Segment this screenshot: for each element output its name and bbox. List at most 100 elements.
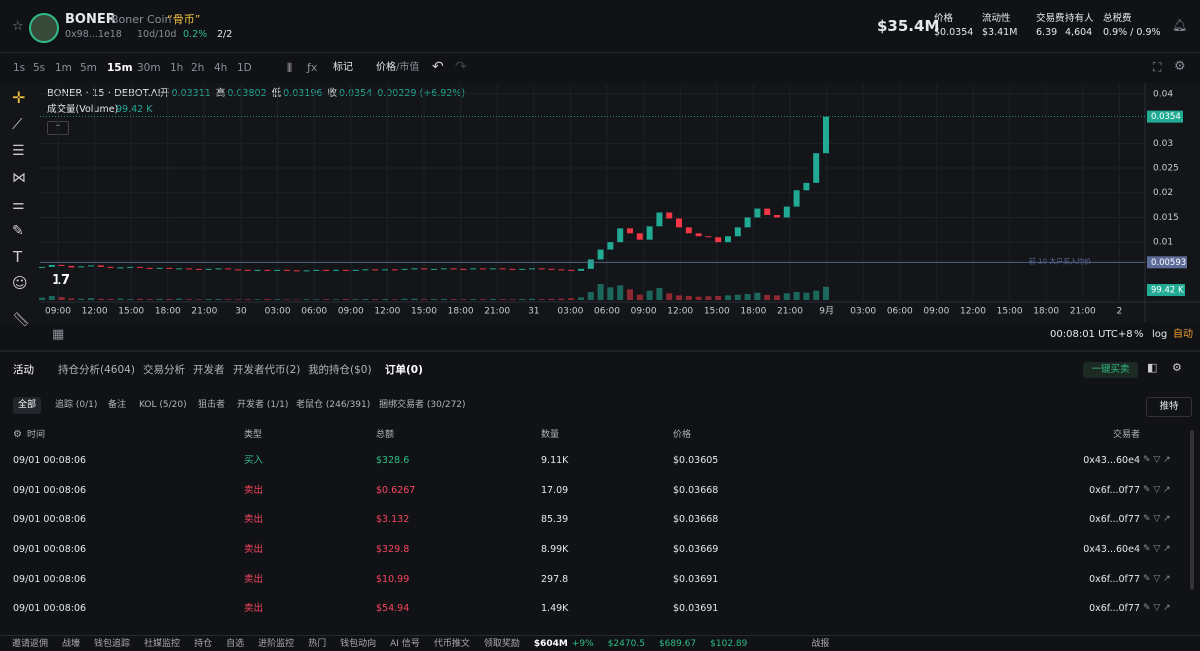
interval-button[interactable]: 1h xyxy=(170,62,184,74)
filter-chip[interactable]: KOL (5/20) xyxy=(139,400,187,410)
column-header[interactable]: 总额 xyxy=(376,430,395,440)
address[interactable]: 0x98...1e18 xyxy=(65,29,122,40)
column-header[interactable]: 价格 xyxy=(673,430,692,440)
interval-button[interactable]: 1s xyxy=(13,62,26,74)
interval-button[interactable]: 2h xyxy=(191,62,205,74)
fx-button[interactable]: ƒx xyxy=(307,61,318,74)
auto-toggle[interactable]: 自动 xyxy=(1173,329,1193,340)
line-tool[interactable]: ⟋ xyxy=(12,115,23,133)
filter-chip[interactable]: 追踪 (0/1) xyxy=(55,400,98,410)
row-actions[interactable]: ✎ ▽ ↗ xyxy=(1143,455,1171,465)
column-header[interactable]: 交易者 xyxy=(1112,430,1140,440)
interval-button[interactable]: 5m xyxy=(80,62,97,74)
type-cell: 卖出 xyxy=(244,603,264,614)
panel-tab[interactable]: 订单(0) xyxy=(385,364,423,376)
filter-chip[interactable]: 老鼠仓 (246/391) xyxy=(296,400,371,410)
calendar-icon[interactable]: ▦ xyxy=(52,327,65,342)
footer-report[interactable]: 战报 xyxy=(811,639,830,649)
interval-button[interactable]: 15m xyxy=(107,62,133,74)
pattern-tool[interactable]: ⋈ xyxy=(12,170,26,186)
redo-icon[interactable]: ↷ xyxy=(455,59,467,75)
x-tick-label: 09:00 xyxy=(631,307,657,317)
candle xyxy=(470,268,477,270)
undo-icon[interactable]: ↶ xyxy=(432,59,444,75)
panel-tab[interactable]: 持仓分析(4604) xyxy=(58,364,135,376)
settings-icon[interactable]: ⚙ xyxy=(1174,59,1186,74)
panel-tab[interactable]: 开发者 xyxy=(193,364,225,376)
ruler-tool[interactable]: 📏︎ xyxy=(12,312,30,328)
footer-item[interactable]: 邀请返佣 xyxy=(12,639,49,649)
interval-button[interactable]: 30m xyxy=(137,62,161,74)
row-actions[interactable]: ✎ ▽ ↗ xyxy=(1143,603,1171,613)
footer-item[interactable]: 钱包追踪 xyxy=(94,639,131,649)
trader-cell[interactable]: 0x43...60e4 xyxy=(1083,455,1140,466)
footer-item[interactable]: 钱包动向 xyxy=(340,639,377,649)
time-cell: 09/01 00:08:06 xyxy=(13,455,87,466)
brush-tool[interactable]: ✎ xyxy=(12,223,24,239)
price-toggle[interactable]: 价格 xyxy=(376,62,396,73)
trader-cell[interactable]: 0x6f...0f77 xyxy=(1089,603,1140,614)
panel-tab[interactable]: 我的持仓($0) xyxy=(308,364,372,376)
panel-settings-icon[interactable]: ⚙ xyxy=(1172,361,1182,374)
footer-item[interactable]: 领取奖励 xyxy=(483,639,520,649)
footer-item[interactable]: 进阶监控 xyxy=(258,639,295,649)
row-actions[interactable]: ✎ ▽ ↗ xyxy=(1143,514,1171,524)
candle xyxy=(401,268,408,270)
tv-logo: 17 xyxy=(52,273,71,288)
markers-button[interactable]: 标记 xyxy=(333,62,353,73)
column-header[interactable]: 时间 xyxy=(27,430,46,440)
footer-item[interactable]: 热门 xyxy=(308,639,327,649)
interval-button[interactable]: 5s xyxy=(33,62,46,74)
percent-toggle[interactable]: % xyxy=(1134,329,1144,340)
crosshair-tool[interactable]: ✛ xyxy=(12,88,26,107)
y-tick-label: 0.04 xyxy=(1153,89,1173,99)
emoji-tool[interactable]: ☺ xyxy=(12,274,28,292)
footer-item[interactable]: 自选 xyxy=(226,639,245,649)
row-actions[interactable]: ✎ ▽ ↗ xyxy=(1143,485,1171,495)
star-icon[interactable]: ☆ xyxy=(12,19,24,34)
interval-button[interactable]: 1D xyxy=(237,62,252,74)
filter-chip[interactable]: 全部 xyxy=(13,397,42,414)
filter-chip[interactable]: 备注 xyxy=(108,400,127,410)
volume-bar xyxy=(401,298,408,300)
column-header[interactable]: 数量 xyxy=(541,430,560,440)
panel-tab[interactable]: 开发者代币(2) xyxy=(233,364,301,376)
row-actions[interactable]: ✎ ▽ ↗ xyxy=(1143,574,1171,584)
footer-item[interactable]: 战壕 xyxy=(62,639,81,649)
footer-item[interactable]: AI 信号 xyxy=(390,639,420,649)
mcap-toggle[interactable]: /市值 xyxy=(396,62,420,73)
footer-item[interactable]: 持仓 xyxy=(194,639,213,649)
interval-button[interactable]: 1m xyxy=(55,62,72,74)
layout-icon[interactable]: ◧ xyxy=(1147,361,1158,374)
trader-cell[interactable]: 0x6f...0f77 xyxy=(1089,485,1140,496)
text-tool[interactable]: T xyxy=(13,248,23,266)
log-toggle[interactable]: log xyxy=(1152,329,1168,340)
settings-icon[interactable]: ⚙ xyxy=(13,429,22,440)
panel-tab[interactable]: 活动 xyxy=(13,364,34,376)
row-actions[interactable]: ✎ ▽ ↗ xyxy=(1143,544,1171,554)
fullscreen-icon[interactable]: ⛶ xyxy=(1153,60,1162,74)
trader-cell[interactable]: 0x6f...0f77 xyxy=(1089,514,1140,525)
quick-trade-button[interactable]: 一键买卖 xyxy=(1083,362,1138,378)
filter-chip[interactable]: 捆绑交易者 (30/272) xyxy=(379,400,466,410)
total-cell: $54.94 xyxy=(376,603,410,614)
trader-cell[interactable]: 0x43...60e4 xyxy=(1083,544,1140,555)
trader-cell[interactable]: 0x6f...0f77 xyxy=(1089,574,1140,585)
channel-tool[interactable]: ☰ xyxy=(12,143,25,159)
footer-item[interactable]: 社媒监控 xyxy=(144,639,181,649)
footer-item[interactable]: 代币推文 xyxy=(433,639,470,649)
interval-button[interactable]: 4h xyxy=(214,62,228,74)
candle xyxy=(78,266,85,268)
candle-type-icon[interactable]: ⫴ xyxy=(287,61,293,75)
filter-chip[interactable]: 开发者 (1/1) xyxy=(237,400,289,410)
scrollbar[interactable] xyxy=(1190,430,1194,590)
panel-tab[interactable]: 交易分析 xyxy=(143,364,185,376)
column-header[interactable]: 类型 xyxy=(244,430,263,440)
bell-icon[interactable]: 🔔︎ xyxy=(1172,18,1188,32)
fib-tool[interactable]: ⚌ xyxy=(12,197,25,213)
volume-bar xyxy=(225,299,232,300)
twitter-button[interactable]: 推特 xyxy=(1146,397,1192,417)
filter-chip[interactable]: 狙击者 xyxy=(198,400,226,410)
candle xyxy=(489,268,496,270)
